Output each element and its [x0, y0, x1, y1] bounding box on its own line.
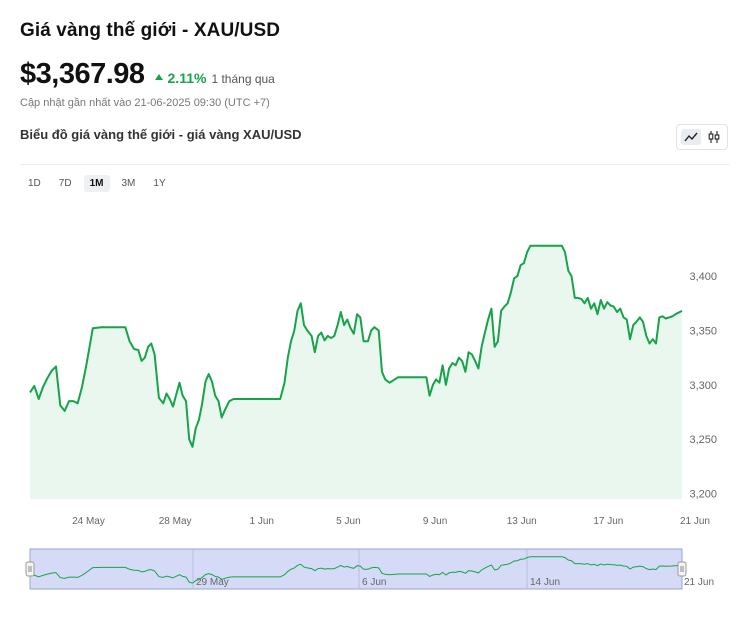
range-button-7d[interactable]: 7D: [58, 178, 72, 189]
y-tick-label: 3,350: [689, 325, 717, 337]
range-button-3m[interactable]: 3M: [121, 178, 136, 189]
y-tick-label: 3,200: [689, 489, 717, 501]
y-tick-label: 3,400: [689, 271, 717, 283]
x-tick-label: 17 Jun: [593, 516, 623, 527]
price-row: $3,367.98 2.11% 1 tháng qua: [20, 58, 275, 91]
navigator-label: 14 Jun: [530, 577, 560, 588]
navigator-window[interactable]: [29, 548, 683, 590]
chart-type-toggle: [676, 124, 728, 150]
y-tick-label: 3,300: [689, 380, 717, 392]
range-button-1d[interactable]: 1D: [28, 178, 41, 189]
up-arrow-icon: [154, 73, 163, 80]
navigator-line: [29, 556, 683, 584]
navigator-left-handle[interactable]: [25, 561, 35, 577]
range-button-1m[interactable]: 1M: [83, 175, 110, 192]
price-line: [29, 244, 683, 448]
candlestick-icon[interactable]: [704, 129, 724, 145]
x-tick-label: 21 Jun: [680, 516, 710, 527]
price-area-fill: [30, 245, 682, 499]
x-tick-label: 13 Jun: [507, 516, 537, 527]
last-updated: Cập nhật gần nhất vào 21-06-2025 09:30 (…: [20, 97, 270, 109]
current-price: $3,367.98: [20, 58, 145, 90]
x-tick-label: 28 May: [159, 516, 192, 527]
chart-subtitle: Biểu đồ giá vàng thế giới - giá vàng XAU…: [20, 127, 302, 142]
navigator-right-handle[interactable]: [677, 561, 687, 577]
navigator-label: 6 Jun: [362, 577, 386, 588]
range-selector: 1D 7D 1M 3M 1Y: [22, 175, 172, 192]
x-tick-label: 24 May: [72, 516, 105, 527]
line-chart-icon[interactable]: [681, 129, 701, 145]
change-percent: 2.11%: [167, 70, 207, 86]
navigator-label: 29 May: [196, 577, 229, 588]
page-title: Giá vàng thế giới - XAU/USD: [20, 20, 281, 41]
x-tick-label: 9 Jun: [423, 516, 447, 527]
navigator-label: 21 Jun: [684, 577, 714, 588]
x-tick-label: 1 Jun: [250, 516, 274, 527]
change-period: 1 tháng qua: [211, 72, 275, 86]
section-divider: [20, 164, 730, 165]
x-tick-label: 5 Jun: [336, 516, 360, 527]
range-button-1y[interactable]: 1Y: [153, 178, 166, 189]
y-tick-label: 3,250: [689, 434, 717, 446]
